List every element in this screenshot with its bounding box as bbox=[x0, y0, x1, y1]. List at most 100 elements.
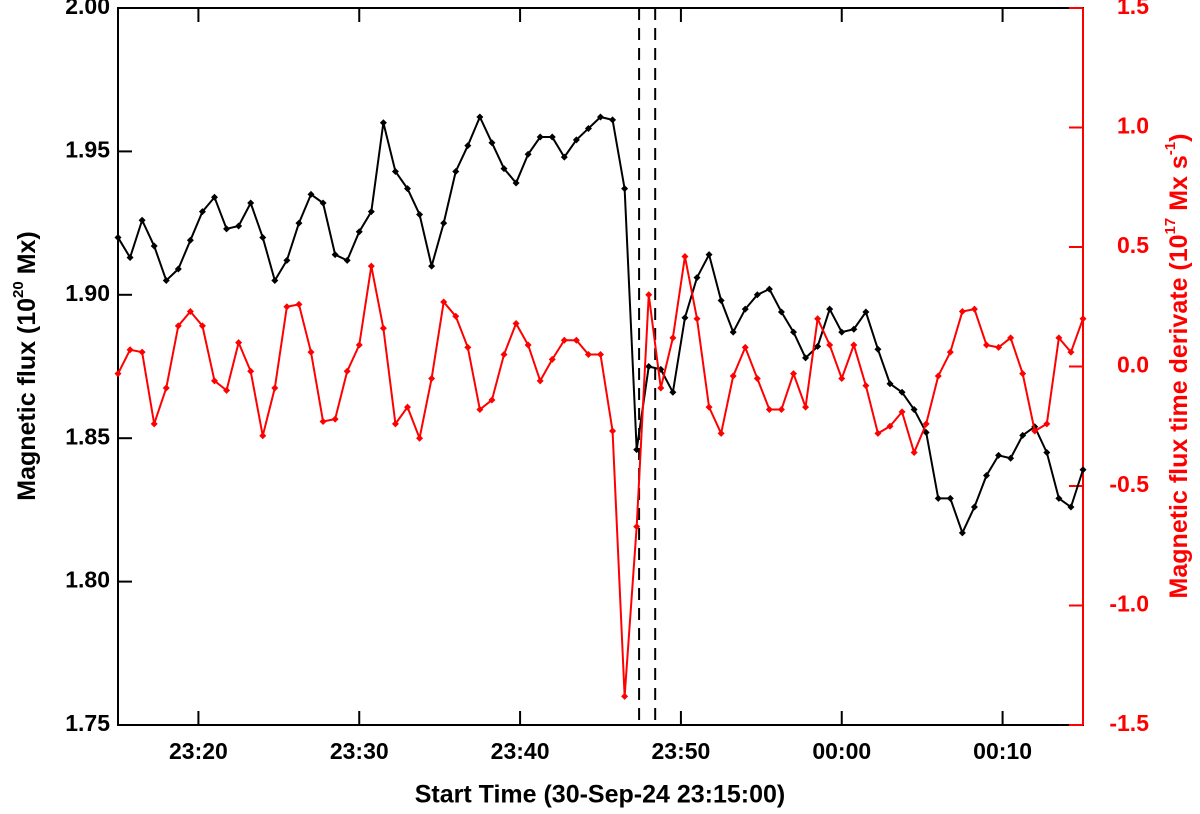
data-point bbox=[488, 139, 496, 147]
y2label-part: ) bbox=[1165, 134, 1193, 142]
data-point bbox=[343, 367, 351, 375]
data-point bbox=[850, 341, 858, 349]
data-point bbox=[753, 374, 761, 382]
data-point bbox=[283, 256, 291, 264]
data-point bbox=[1079, 315, 1087, 323]
y-tick-label: 1.95 bbox=[65, 136, 110, 162]
y2label-part: 17 bbox=[1162, 218, 1179, 235]
data-point bbox=[500, 165, 508, 173]
data-point bbox=[440, 219, 448, 227]
data-point bbox=[560, 153, 568, 161]
data-point bbox=[922, 420, 930, 428]
data-point bbox=[693, 274, 701, 282]
data-point bbox=[1079, 466, 1087, 474]
data-point bbox=[765, 406, 773, 414]
data-point bbox=[669, 388, 677, 396]
data-point bbox=[862, 382, 870, 390]
data-point bbox=[379, 119, 387, 127]
data-point bbox=[524, 150, 532, 158]
data-point bbox=[1055, 334, 1063, 342]
data-point bbox=[452, 167, 460, 175]
data-point bbox=[404, 403, 411, 411]
data-point bbox=[633, 446, 641, 454]
series-line bbox=[117, 114, 1084, 536]
data-point bbox=[826, 305, 834, 313]
data-point bbox=[560, 336, 568, 344]
data-point bbox=[211, 193, 218, 201]
data-point bbox=[126, 254, 134, 262]
data-point bbox=[138, 348, 146, 356]
data-point bbox=[572, 136, 580, 144]
data-point bbox=[198, 208, 206, 216]
data-point bbox=[934, 494, 942, 502]
data-point bbox=[958, 308, 966, 316]
data-point bbox=[259, 233, 267, 241]
data-point bbox=[307, 190, 315, 198]
ylabel-part: Magnetic flux (10 bbox=[13, 298, 41, 501]
y-tick-label: 2.00 bbox=[65, 0, 110, 19]
x-tick-label: 23:40 bbox=[491, 738, 550, 764]
data-point bbox=[452, 312, 460, 320]
data-point bbox=[693, 315, 701, 323]
x-tick-label: 00:10 bbox=[973, 738, 1032, 764]
data-point bbox=[331, 415, 339, 423]
data-point bbox=[1043, 449, 1051, 457]
data-point bbox=[572, 336, 580, 344]
data-point bbox=[874, 345, 882, 353]
x-tick-label: 23:30 bbox=[330, 738, 389, 764]
data-point bbox=[633, 523, 641, 531]
data-point bbox=[223, 225, 231, 233]
data-point bbox=[524, 341, 532, 349]
data-point bbox=[114, 370, 122, 378]
data-point bbox=[609, 116, 617, 124]
y2-tick-label: 1.5 bbox=[1117, 0, 1149, 19]
data-point bbox=[186, 308, 194, 316]
data-point bbox=[247, 199, 255, 207]
data-point bbox=[584, 124, 592, 132]
data-point bbox=[597, 113, 604, 121]
data-point bbox=[681, 314, 689, 322]
data-point bbox=[1043, 420, 1051, 428]
data-point bbox=[886, 422, 894, 430]
data-point bbox=[1007, 454, 1015, 462]
data-point bbox=[1019, 370, 1027, 378]
data-point bbox=[174, 322, 182, 330]
data-point bbox=[150, 242, 158, 250]
x-axis-label: Start Time (30-Sep-24 23:15:00) bbox=[415, 781, 786, 809]
data-point bbox=[476, 406, 484, 414]
data-point bbox=[850, 325, 858, 333]
data-point bbox=[114, 233, 122, 241]
data-point bbox=[1067, 503, 1075, 511]
data-point bbox=[343, 256, 351, 264]
y-tick-label: 1.80 bbox=[65, 567, 110, 593]
data-point bbox=[741, 305, 749, 313]
y-tick-label: 1.85 bbox=[65, 423, 110, 449]
data-point bbox=[476, 113, 484, 121]
data-point bbox=[235, 222, 243, 230]
data-point bbox=[741, 343, 749, 351]
data-point bbox=[295, 219, 303, 227]
data-point bbox=[753, 291, 761, 299]
data-point bbox=[1031, 427, 1039, 435]
data-point bbox=[536, 377, 544, 385]
data-point bbox=[428, 374, 436, 382]
data-point bbox=[898, 408, 906, 416]
data-point bbox=[802, 403, 810, 411]
data-point bbox=[1055, 494, 1063, 502]
data-point bbox=[983, 341, 990, 349]
data-point bbox=[548, 355, 556, 363]
data-point bbox=[802, 354, 810, 362]
y-axis-label: Magnetic flux (1020 Mx) bbox=[10, 231, 40, 501]
data-point bbox=[247, 367, 255, 375]
data-point bbox=[319, 199, 327, 207]
data-point bbox=[464, 343, 472, 351]
ylabel-part: 20 bbox=[10, 281, 27, 298]
data-point bbox=[946, 348, 954, 356]
data-point bbox=[621, 185, 629, 193]
data-point bbox=[198, 322, 206, 330]
data-point bbox=[331, 251, 339, 259]
y2-tick-label: -0.5 bbox=[1109, 471, 1149, 497]
data-point bbox=[162, 276, 170, 284]
data-point bbox=[729, 372, 737, 380]
